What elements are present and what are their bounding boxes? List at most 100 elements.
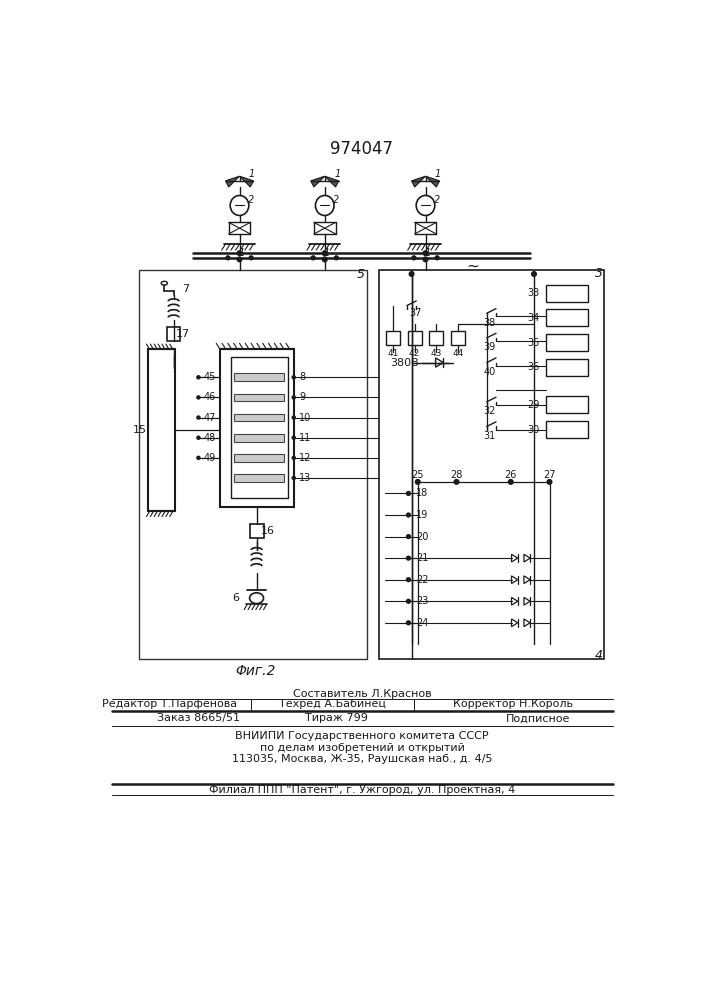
Circle shape xyxy=(407,578,410,582)
Bar xyxy=(168,327,180,341)
Polygon shape xyxy=(240,176,253,187)
Circle shape xyxy=(532,272,537,276)
Circle shape xyxy=(197,396,200,399)
Circle shape xyxy=(407,599,410,603)
Circle shape xyxy=(416,480,420,484)
Polygon shape xyxy=(524,554,530,562)
Text: 24: 24 xyxy=(416,618,428,628)
Circle shape xyxy=(334,256,339,260)
Polygon shape xyxy=(524,619,530,627)
Bar xyxy=(386,331,400,345)
Polygon shape xyxy=(512,554,518,562)
Text: 1: 1 xyxy=(239,248,245,258)
Text: Подписное: Подписное xyxy=(506,713,570,723)
Text: 20: 20 xyxy=(416,532,428,542)
Text: 974047: 974047 xyxy=(330,140,394,158)
Circle shape xyxy=(412,256,416,260)
Polygon shape xyxy=(524,576,530,584)
Text: 43: 43 xyxy=(431,349,442,358)
Text: 1: 1 xyxy=(249,169,255,179)
Bar xyxy=(234,373,284,381)
Text: 6: 6 xyxy=(233,593,240,603)
Text: 1: 1 xyxy=(324,248,330,258)
Text: 38: 38 xyxy=(484,318,496,328)
Text: 23: 23 xyxy=(416,596,428,606)
Text: 37: 37 xyxy=(409,308,421,318)
Text: по делам изобретений и открытий: по делам изобретений и открытий xyxy=(259,743,464,753)
Polygon shape xyxy=(226,176,240,187)
Text: 1: 1 xyxy=(425,248,431,258)
Text: 10: 10 xyxy=(299,413,311,423)
Bar xyxy=(234,414,284,421)
Bar xyxy=(429,331,443,345)
Text: Тираж 799: Тираж 799 xyxy=(305,713,368,723)
Text: 8: 8 xyxy=(299,372,305,382)
Bar xyxy=(250,524,264,538)
Bar xyxy=(139,270,368,659)
Text: 5: 5 xyxy=(357,267,366,280)
Bar xyxy=(234,454,284,462)
Text: 26: 26 xyxy=(505,470,517,480)
Circle shape xyxy=(197,436,200,439)
Text: Филиал ППП "Патент", г. Ужгород, ул. Проектная, 4: Филиал ППП "Патент", г. Ужгород, ул. Про… xyxy=(209,785,515,795)
Text: 48: 48 xyxy=(204,433,216,443)
Circle shape xyxy=(197,416,200,419)
Bar xyxy=(220,349,293,507)
Text: 36: 36 xyxy=(527,362,539,372)
Circle shape xyxy=(454,480,459,484)
Circle shape xyxy=(292,456,296,459)
Polygon shape xyxy=(512,576,518,584)
Text: Заказ 8665/51: Заказ 8665/51 xyxy=(156,713,240,723)
Polygon shape xyxy=(411,176,426,187)
Bar xyxy=(451,331,465,345)
Circle shape xyxy=(423,257,428,262)
Text: 29: 29 xyxy=(527,400,539,410)
Text: 41: 41 xyxy=(387,349,399,358)
Circle shape xyxy=(311,256,315,260)
Bar xyxy=(379,270,604,659)
Polygon shape xyxy=(325,176,339,187)
Bar xyxy=(408,331,421,345)
Circle shape xyxy=(292,436,296,439)
Circle shape xyxy=(407,513,410,517)
Text: Техред А.Бабинец: Техред А.Бабинец xyxy=(279,699,386,709)
Text: 45: 45 xyxy=(204,372,216,382)
Text: 27: 27 xyxy=(543,470,556,480)
Text: 19: 19 xyxy=(416,510,428,520)
Text: Φиг.2: Φиг.2 xyxy=(235,664,275,678)
Circle shape xyxy=(249,256,253,260)
Circle shape xyxy=(508,480,513,484)
Circle shape xyxy=(237,257,242,262)
Text: ~: ~ xyxy=(467,259,479,274)
Bar xyxy=(234,394,284,401)
Text: 34: 34 xyxy=(527,313,539,323)
Bar xyxy=(546,421,588,438)
Text: 380В: 380В xyxy=(391,358,419,368)
Circle shape xyxy=(226,256,230,260)
Text: 39: 39 xyxy=(484,342,496,352)
Text: 40: 40 xyxy=(484,367,496,377)
Circle shape xyxy=(292,376,296,379)
Text: ВНИИПИ Государственного комитета СССР: ВНИИПИ Государственного комитета СССР xyxy=(235,731,489,741)
Circle shape xyxy=(409,272,414,276)
Text: 2: 2 xyxy=(248,195,255,205)
Text: 1: 1 xyxy=(334,169,340,179)
Text: 3: 3 xyxy=(595,267,603,280)
Circle shape xyxy=(197,456,200,459)
Bar xyxy=(234,474,284,482)
Circle shape xyxy=(547,480,552,484)
Bar xyxy=(546,285,588,302)
Polygon shape xyxy=(426,176,440,187)
Text: 11: 11 xyxy=(299,433,311,443)
Bar xyxy=(546,334,588,351)
Text: 35: 35 xyxy=(527,338,539,348)
Circle shape xyxy=(436,256,439,260)
Circle shape xyxy=(407,621,410,625)
Text: 42: 42 xyxy=(409,349,420,358)
Text: Корректор Н.Король: Корректор Н.Король xyxy=(453,699,573,709)
Text: 12: 12 xyxy=(299,453,312,463)
Text: 47: 47 xyxy=(204,413,216,423)
Text: 4: 4 xyxy=(595,649,603,662)
Circle shape xyxy=(197,376,200,379)
Bar xyxy=(546,309,588,326)
